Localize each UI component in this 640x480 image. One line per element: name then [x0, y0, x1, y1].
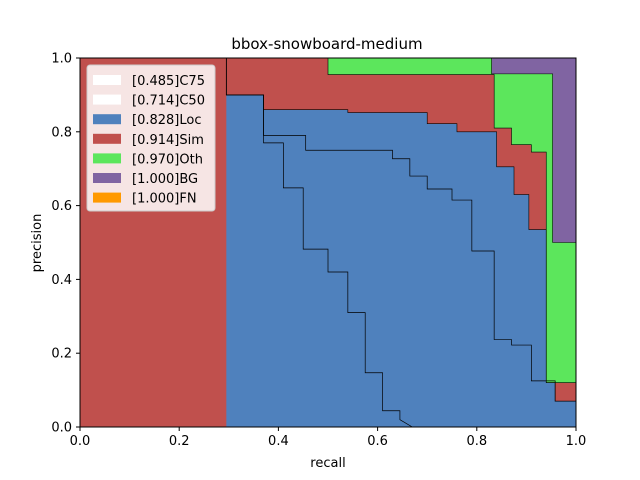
legend-swatch-oth — [93, 153, 121, 164]
line-c50 — [225, 58, 576, 402]
y-axis-label: precision — [30, 214, 45, 273]
area-edge-loc — [226, 58, 576, 427]
x-axis-label: recall — [310, 456, 345, 471]
x-tick-label: 0.0 — [70, 434, 91, 449]
x-tick-label: 0.4 — [268, 434, 289, 449]
area-edge-oth — [80, 58, 576, 427]
plot-frame — [79, 57, 577, 428]
y-tick-label: 0.0 — [51, 421, 72, 436]
y-tick-label: 0.8 — [51, 125, 72, 140]
legend-label-fn: [1.000]FN — [132, 192, 197, 207]
legend-swatch-c50 — [93, 94, 121, 105]
x-tick-label: 1.0 — [566, 434, 587, 449]
x-tick-label: 0.8 — [466, 434, 487, 449]
legend-swatch-loc — [93, 114, 121, 125]
legend-label-oth: [0.970]Oth — [132, 152, 203, 167]
y-tick-label: 0.6 — [51, 199, 72, 214]
legend-swatch-bg — [93, 173, 121, 183]
legend-label-c50: [0.714]C50 — [132, 94, 205, 109]
legend-label-bg: [1.000]BG — [132, 172, 198, 187]
legend-label-c75: [0.485]C75 — [132, 74, 205, 89]
legend: [0.485]C75 [0.714]C50 [0.828]Loc [0.914]Sim… — [86, 64, 216, 212]
legend-swatch-fn — [93, 192, 121, 203]
chart-title: bbox-snowboard-medium — [231, 35, 422, 53]
x-tick-label: 0.2 — [169, 434, 190, 449]
legend-swatch-c75 — [93, 75, 121, 85]
legend-label-loc: [0.828]Loc — [132, 113, 201, 128]
y-tick-label: 0.4 — [51, 273, 72, 288]
x-tick-label: 0.6 — [367, 434, 388, 449]
line-c75 — [225, 58, 413, 427]
legend-label-sim: [0.914]Sim — [132, 133, 204, 148]
y-tick-label: 0.2 — [51, 347, 72, 362]
y-tick-label: 1.0 — [51, 52, 72, 67]
legend-swatch-sim — [93, 133, 121, 144]
